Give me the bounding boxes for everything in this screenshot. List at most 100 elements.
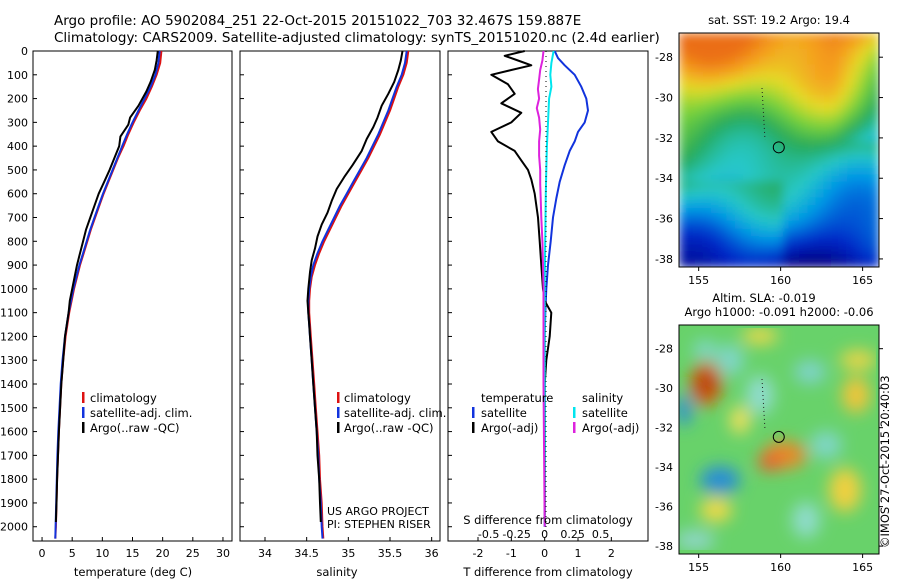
sst-cell	[815, 56, 824, 65]
sst-cell	[751, 259, 760, 267]
sst-cell	[807, 165, 816, 174]
sst-cell	[847, 259, 856, 267]
sst-cell	[759, 251, 768, 260]
sst-cell	[703, 228, 712, 237]
sst-cell	[847, 243, 856, 252]
sst-cell	[775, 181, 784, 190]
sst-cell	[871, 196, 879, 206]
s-difference-label: S difference from climatology	[463, 513, 633, 527]
sst-cell	[727, 72, 736, 81]
salinity-legend: climatology satellite-adj. clim. Argo(..…	[337, 391, 446, 435]
legend-label-satellite: satellite-adj. clim.	[90, 406, 192, 420]
sst-cell	[743, 64, 752, 73]
sst-cell	[799, 259, 808, 267]
sst-cell	[751, 196, 760, 206]
s-tick-label: 0.25	[560, 528, 585, 541]
sst-cell	[727, 118, 736, 128]
sst-cell	[695, 64, 704, 73]
x-tick-label: 34	[258, 547, 272, 560]
sst-cell	[727, 56, 736, 65]
sst-cell	[687, 126, 696, 135]
sst-cell	[735, 72, 744, 81]
sst-cell	[791, 235, 800, 245]
sst-cell	[807, 196, 816, 206]
sla-map: Altim. SLA: -0.019 Argo h1000: -0.091 h2…	[655, 291, 883, 574]
sst-cell	[687, 228, 696, 237]
sst-cell	[751, 87, 760, 96]
sst-cell	[831, 157, 840, 167]
sst-cell	[775, 118, 784, 128]
depth-tick-label: 400	[7, 140, 28, 153]
sst-cell	[791, 40, 800, 50]
sst-cell	[823, 95, 832, 104]
sst-cell	[719, 165, 728, 174]
sst-cell	[751, 48, 760, 57]
sst-cell	[871, 212, 879, 221]
sst-cell	[831, 181, 840, 190]
sst-cell	[727, 95, 736, 104]
legend-swatch-climatology	[82, 392, 85, 403]
sst-cell	[855, 118, 864, 128]
sst-cell	[823, 150, 832, 159]
sst-cell	[711, 150, 720, 159]
sst-cell	[719, 173, 728, 182]
sst-cell	[719, 228, 728, 237]
sst-cell	[871, 243, 879, 252]
sst-cell	[687, 134, 696, 143]
sst-cell	[687, 150, 696, 159]
depth-tick-label: 1200	[0, 330, 28, 343]
sst-cell	[759, 220, 768, 229]
sst-cell	[767, 228, 776, 237]
sst-cell	[823, 40, 832, 50]
legend-swatch-t-satellite	[472, 407, 475, 418]
sst-cell	[847, 220, 856, 229]
sst-cell	[751, 189, 760, 198]
sst-cell	[711, 220, 720, 229]
sla-anomaly	[693, 340, 717, 360]
sst-cell	[871, 72, 879, 81]
sst-cell	[783, 48, 792, 57]
s-tick-label: -0.25	[502, 528, 530, 541]
sst-cell	[703, 95, 712, 104]
salinity-depth-ticks	[240, 50, 244, 528]
figure-title-line2: Climatology: CARS2009. Satellite-adjuste…	[54, 30, 660, 46]
lat-tick-label: -32	[655, 132, 673, 145]
sst-cell	[695, 173, 704, 182]
depth-tick-label: 200	[7, 93, 28, 106]
sst-cell	[839, 189, 848, 198]
salinity-x-axis: 34 34.5 35 35.5 36	[258, 537, 439, 560]
sst-cell	[727, 157, 736, 167]
sst-cell	[863, 157, 872, 167]
figure-title-line1: Argo profile: AO 5902084_251 22-Oct-2015…	[54, 13, 582, 29]
sst-cell	[839, 228, 848, 237]
sst-cell	[815, 118, 824, 128]
sst-cell	[711, 48, 720, 57]
legend-label-s-satellite: satellite	[582, 406, 628, 420]
sst-cell	[695, 181, 704, 190]
sst-cell	[727, 79, 736, 89]
sst-cell	[775, 212, 784, 221]
sst-cell	[863, 87, 872, 96]
sst-cell	[815, 126, 824, 135]
lat-tick-label: -32	[655, 422, 673, 435]
sst-cell	[855, 95, 864, 104]
sst-cell	[799, 126, 808, 135]
sst-cell	[775, 87, 784, 96]
sst-cell	[815, 48, 824, 57]
sst-cell	[719, 189, 728, 198]
sst-cell	[831, 251, 840, 260]
x-tick-label: 0	[541, 547, 548, 560]
depth-tick-label: 1900	[0, 497, 28, 510]
sst-cell	[711, 235, 720, 245]
sst-cell	[791, 33, 800, 42]
sst-cell	[751, 181, 760, 190]
sst-cell	[863, 220, 872, 229]
sst-cell	[855, 212, 864, 221]
sst-cell	[847, 189, 856, 198]
sst-cell	[863, 259, 872, 267]
temperature-x-axis: 0 5 10 15 20 25 30	[39, 537, 230, 560]
sst-cell	[687, 220, 696, 229]
sst-cell	[775, 228, 784, 237]
sst-cell	[727, 165, 736, 174]
sst-cell	[783, 204, 792, 213]
